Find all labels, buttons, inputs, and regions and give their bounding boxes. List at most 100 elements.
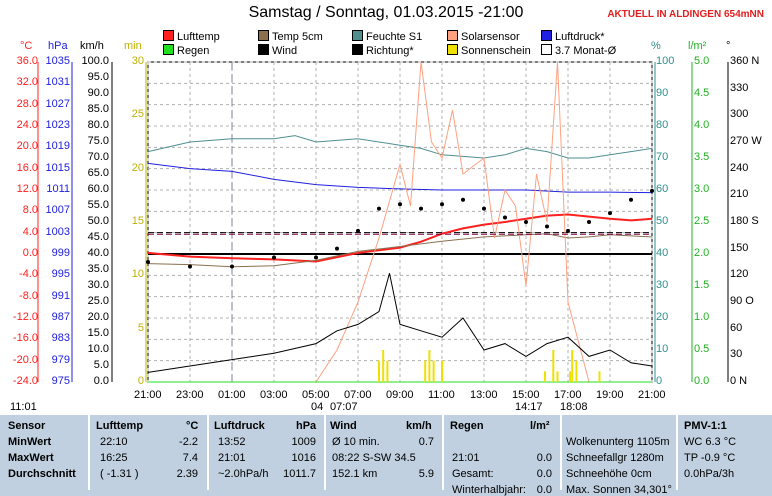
tick-wind: 25.0 xyxy=(87,295,109,307)
legend-item: Lufttemp xyxy=(163,30,220,43)
stats-table: Sensor Lufttemp °C Luftdruck hPa Wind km… xyxy=(0,415,772,496)
tick-wind: 15.0 xyxy=(87,327,109,339)
tick-sunmin: 25 xyxy=(131,108,144,121)
x-tick: 15:00 xyxy=(512,389,540,401)
tick-pressure: 1031 xyxy=(45,76,70,89)
legend-swatch xyxy=(541,44,552,55)
legend-swatch xyxy=(447,44,458,55)
marker-row: 11:01 04 07:07 14:17 18:08 xyxy=(0,400,772,415)
tick-rain: 5.0 xyxy=(694,55,710,67)
tick-pressure: 1035 xyxy=(45,55,70,67)
direction-point xyxy=(230,264,234,269)
table-cell-w_label: Ø 10 min. xyxy=(332,436,380,448)
tick-dir: 0 N xyxy=(730,375,748,387)
tick-temp: 4.0 xyxy=(22,225,38,238)
table-cell-ld_time: 21:01 xyxy=(218,452,246,464)
axis-header-sunmin: min xyxy=(124,40,142,52)
table-cell-ld_val: 1016 xyxy=(291,452,316,464)
table-cell-lt_time: 16:25 xyxy=(100,452,128,464)
x-tick: 03:00 xyxy=(260,389,288,401)
tick-wind: 50.0 xyxy=(87,215,109,227)
table-cell-lt_time: 22:10 xyxy=(100,436,128,448)
x-tick: 05:00 xyxy=(302,389,330,401)
tick-pressure: 983 xyxy=(51,332,70,345)
axis-header-temp: °C xyxy=(20,40,33,52)
table-cell-w_val: 0.7 xyxy=(418,436,434,448)
legend-item: Luftdruck* xyxy=(541,30,605,43)
tick-dir: 360 N xyxy=(730,55,760,67)
tick-temp: 12.0 xyxy=(16,183,38,195)
legend-item: Regen xyxy=(163,44,209,57)
tick-wind: 45.0 xyxy=(87,231,109,243)
sun-bar xyxy=(556,371,559,382)
sun-bar xyxy=(382,350,385,382)
tick-dir: 210 xyxy=(730,188,749,201)
table-cell-r_val: 0.0 xyxy=(536,468,552,480)
tick-dir: 90 O xyxy=(730,295,754,307)
legend-swatch xyxy=(163,30,174,41)
table-cell-wolke: Schneefallgr 1280m xyxy=(566,452,664,464)
sunrise-marker: 07:07 xyxy=(330,401,358,413)
direction-point xyxy=(377,206,381,211)
sun-bar xyxy=(378,360,380,382)
tick-pressure: 995 xyxy=(51,268,70,281)
table-cell-label: MaxWert xyxy=(8,452,54,464)
tick-sunmin: 0 xyxy=(137,375,144,387)
tick-pressure: 987 xyxy=(51,311,70,323)
series-line-feuchtes1 xyxy=(147,135,653,159)
tick-dir: 270 W xyxy=(730,135,762,147)
sunset-marker: 18:08 xyxy=(560,401,588,413)
tick-temp: -8.0 xyxy=(19,289,38,302)
tick-rain: 2.5 xyxy=(694,215,710,227)
tick-pressure: 1019 xyxy=(45,140,70,153)
tick-rain: 1.5 xyxy=(694,279,710,291)
sun-bar xyxy=(598,371,601,382)
sun-bar xyxy=(571,350,574,382)
tick-humid: 10 xyxy=(656,343,669,355)
sun-bar xyxy=(428,350,431,382)
sun-bar xyxy=(424,360,427,382)
tick-wind: 70.0 xyxy=(87,151,109,163)
tick-pressure: 999 xyxy=(51,247,70,259)
x-tick: 19:00 xyxy=(596,389,624,401)
table-cell-pmv: WC 6.3 °C xyxy=(684,436,737,448)
hdr-regen: Regen xyxy=(450,420,484,432)
legend-swatch xyxy=(352,30,363,41)
now-marker: 11:01 xyxy=(10,401,37,413)
direction-point xyxy=(461,197,465,202)
tick-humid: 100 xyxy=(656,55,675,67)
tick-wind: 0.0 xyxy=(93,375,109,387)
tick-wind: 20.0 xyxy=(87,311,109,323)
tick-wind: 30.0 xyxy=(87,279,109,291)
table-cell-r_time: Gesamt: xyxy=(452,468,494,480)
tick-rain: 1.0 xyxy=(694,311,710,323)
legend-label: Wind xyxy=(272,45,298,57)
tick-sunmin: 15 xyxy=(131,215,144,227)
table-cell-r_val: 0.0 xyxy=(536,484,552,496)
tick-humid: 60 xyxy=(656,183,669,195)
legend-label: 3.7 Monat-Ø xyxy=(555,45,617,57)
direction-point xyxy=(335,246,339,251)
hdr-lufttemp-unit: °C xyxy=(186,420,199,432)
legend-item: Richtung* xyxy=(352,44,414,57)
tick-sunmin: 20 xyxy=(131,161,144,174)
sun-bar xyxy=(575,360,578,382)
legend-label: Luftdruck* xyxy=(555,31,605,43)
direction-point xyxy=(314,255,318,260)
direction-point xyxy=(608,211,612,216)
table-cell-pmv: TP -0.9 °C xyxy=(684,452,736,464)
table-cell-label: MinWert xyxy=(8,436,52,448)
table-cell-label: Durchschnitt xyxy=(8,468,76,480)
series-line-luftdruck xyxy=(147,162,653,194)
tick-wind: 80.0 xyxy=(87,119,109,131)
tick-temp: -24.0 xyxy=(12,375,38,387)
tick-wind: 5.0 xyxy=(93,359,109,371)
tick-wind: 100.0 xyxy=(81,55,109,67)
table-cell-pmv: 0.0hPa/3h xyxy=(684,468,735,480)
tick-dir: 180 S xyxy=(730,215,759,227)
tick-humid: 0 xyxy=(656,375,663,387)
hdr-sensor: Sensor xyxy=(8,420,46,432)
table-cell-r_time: 21:01 xyxy=(452,452,480,464)
tick-wind: 55.0 xyxy=(87,199,109,211)
table-cell-r_val: 0.0 xyxy=(536,452,552,464)
